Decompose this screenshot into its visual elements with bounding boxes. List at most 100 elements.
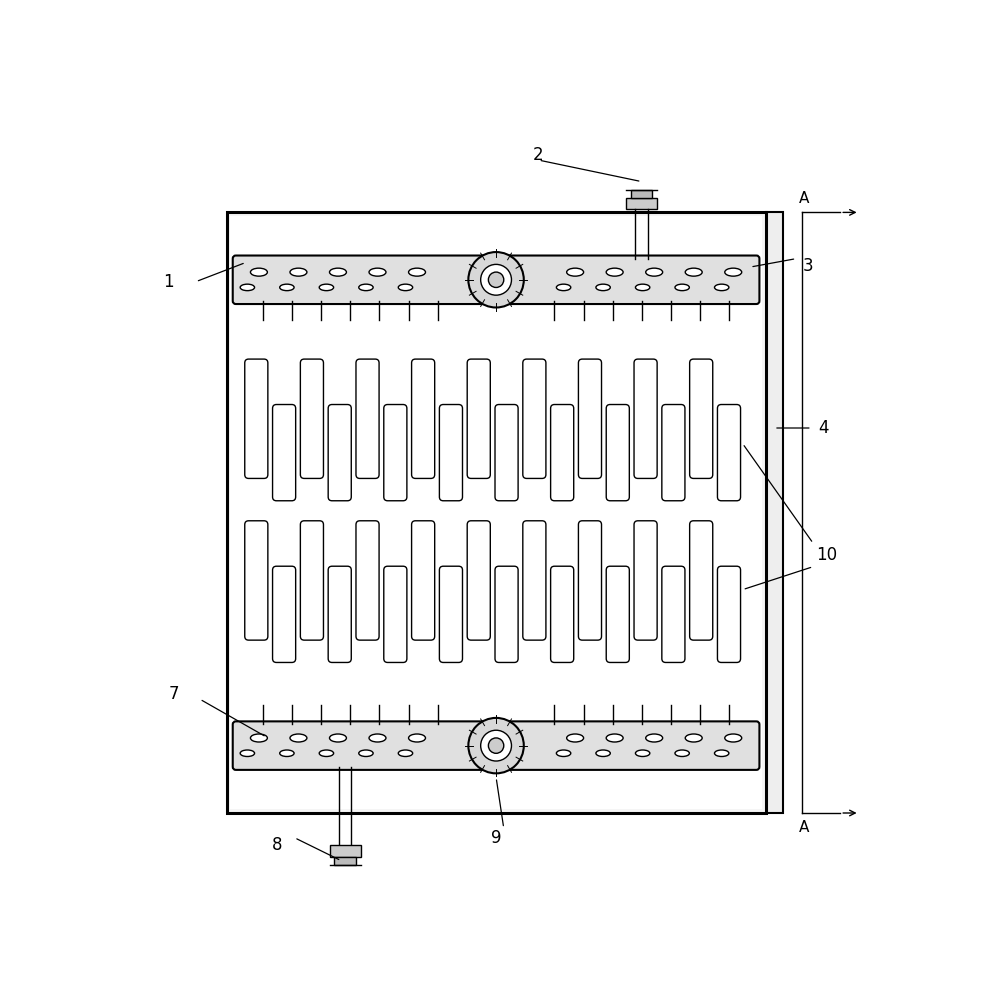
Ellipse shape <box>241 284 254 291</box>
Ellipse shape <box>596 284 611 291</box>
FancyBboxPatch shape <box>384 405 407 501</box>
FancyBboxPatch shape <box>328 405 351 501</box>
Ellipse shape <box>646 734 663 742</box>
Circle shape <box>468 252 524 307</box>
FancyBboxPatch shape <box>411 359 435 478</box>
Ellipse shape <box>329 268 346 276</box>
FancyBboxPatch shape <box>328 566 351 662</box>
Text: 1: 1 <box>164 273 174 291</box>
Ellipse shape <box>606 734 623 742</box>
FancyBboxPatch shape <box>690 521 713 640</box>
Ellipse shape <box>319 284 333 291</box>
FancyBboxPatch shape <box>272 566 295 662</box>
Bar <box>631 190 653 198</box>
FancyBboxPatch shape <box>634 359 657 478</box>
Ellipse shape <box>606 268 623 276</box>
Ellipse shape <box>675 750 690 757</box>
FancyBboxPatch shape <box>467 359 490 478</box>
Ellipse shape <box>567 268 584 276</box>
FancyBboxPatch shape <box>690 359 713 478</box>
Bar <box>329 845 360 857</box>
Ellipse shape <box>567 734 584 742</box>
FancyBboxPatch shape <box>300 521 323 640</box>
Ellipse shape <box>241 750 254 757</box>
Ellipse shape <box>250 268 267 276</box>
FancyBboxPatch shape <box>662 566 685 662</box>
FancyBboxPatch shape <box>245 521 267 640</box>
Text: 4: 4 <box>818 419 828 437</box>
FancyBboxPatch shape <box>718 566 741 662</box>
Text: 8: 8 <box>271 836 281 854</box>
Circle shape <box>481 264 511 295</box>
Ellipse shape <box>369 268 386 276</box>
Text: A: A <box>798 191 809 206</box>
Bar <box>334 857 356 865</box>
FancyBboxPatch shape <box>495 566 518 662</box>
Ellipse shape <box>686 268 703 276</box>
Text: A: A <box>798 820 809 835</box>
FancyBboxPatch shape <box>662 405 685 501</box>
FancyBboxPatch shape <box>411 521 435 640</box>
Ellipse shape <box>725 734 742 742</box>
Ellipse shape <box>646 268 663 276</box>
Ellipse shape <box>279 750 294 757</box>
FancyBboxPatch shape <box>495 405 518 501</box>
FancyBboxPatch shape <box>467 521 490 640</box>
FancyBboxPatch shape <box>551 405 574 501</box>
Ellipse shape <box>398 750 412 757</box>
Circle shape <box>468 718 524 773</box>
FancyBboxPatch shape <box>356 521 379 640</box>
FancyBboxPatch shape <box>606 405 630 501</box>
Ellipse shape <box>715 284 729 291</box>
Ellipse shape <box>398 284 412 291</box>
FancyBboxPatch shape <box>233 721 759 770</box>
FancyBboxPatch shape <box>523 521 546 640</box>
Ellipse shape <box>358 284 373 291</box>
Text: 2: 2 <box>533 146 544 164</box>
Bar <box>231 216 761 809</box>
Circle shape <box>488 738 504 753</box>
Ellipse shape <box>250 734 267 742</box>
Text: 9: 9 <box>491 829 501 847</box>
Ellipse shape <box>556 750 571 757</box>
FancyBboxPatch shape <box>245 359 267 478</box>
Ellipse shape <box>636 284 650 291</box>
Ellipse shape <box>408 268 425 276</box>
FancyBboxPatch shape <box>579 521 602 640</box>
FancyBboxPatch shape <box>634 521 657 640</box>
Ellipse shape <box>290 268 307 276</box>
Text: 3: 3 <box>802 257 813 275</box>
Ellipse shape <box>290 734 307 742</box>
Ellipse shape <box>408 734 425 742</box>
Bar <box>227 212 765 813</box>
FancyBboxPatch shape <box>523 359 546 478</box>
Text: 10: 10 <box>816 546 837 564</box>
Circle shape <box>481 730 511 761</box>
Ellipse shape <box>725 268 742 276</box>
Ellipse shape <box>636 750 650 757</box>
FancyBboxPatch shape <box>718 405 741 501</box>
Ellipse shape <box>715 750 729 757</box>
FancyBboxPatch shape <box>384 566 407 662</box>
FancyBboxPatch shape <box>606 566 630 662</box>
FancyBboxPatch shape <box>233 256 759 304</box>
Ellipse shape <box>279 284 294 291</box>
FancyBboxPatch shape <box>439 566 462 662</box>
Ellipse shape <box>596 750 611 757</box>
Ellipse shape <box>319 750 333 757</box>
Ellipse shape <box>369 734 386 742</box>
FancyBboxPatch shape <box>272 405 295 501</box>
Bar <box>626 198 657 209</box>
Ellipse shape <box>329 734 346 742</box>
Text: 7: 7 <box>169 685 180 703</box>
FancyBboxPatch shape <box>551 566 574 662</box>
Circle shape <box>488 272 504 287</box>
Bar <box>765 212 782 813</box>
Ellipse shape <box>686 734 703 742</box>
Ellipse shape <box>675 284 690 291</box>
Ellipse shape <box>556 284 571 291</box>
Ellipse shape <box>358 750 373 757</box>
FancyBboxPatch shape <box>439 405 462 501</box>
FancyBboxPatch shape <box>300 359 323 478</box>
FancyBboxPatch shape <box>356 359 379 478</box>
